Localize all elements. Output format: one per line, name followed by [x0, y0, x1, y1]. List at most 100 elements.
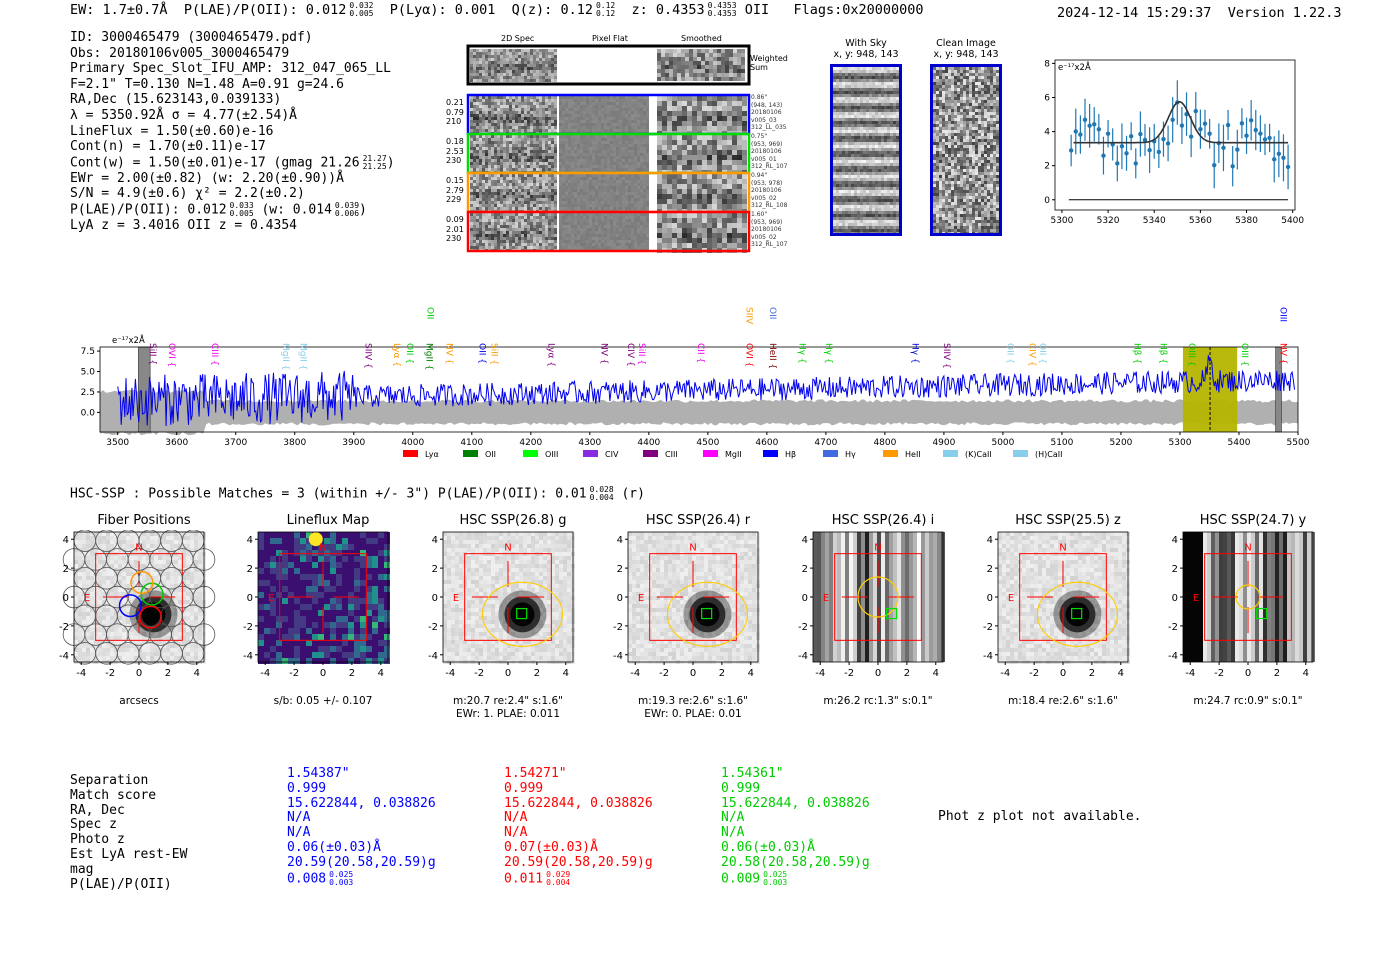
panel-ytick: -2: [983, 622, 993, 633]
cutout-l2: 2.79: [446, 185, 464, 195]
panel-xtick: 0: [875, 668, 881, 679]
sum-label: Sum: [750, 63, 768, 72]
cutout-r1: 0.75": [751, 133, 768, 140]
east-marker: E: [823, 593, 829, 604]
info-contw-lo: 21.25: [362, 161, 387, 171]
cutout-l3: 230: [446, 234, 462, 243]
zoom-xtick: 5340: [1143, 216, 1166, 226]
legend-label: Lyα: [425, 450, 439, 459]
m2-plae-lo: 0.004: [546, 877, 571, 887]
spec-ytick: 7.5: [81, 347, 95, 357]
m2-plae-val: 0.011: [504, 871, 544, 887]
line-label: OVI {: [743, 343, 753, 367]
cutout-r3: 20180106: [751, 187, 782, 194]
panel-title: HSC SSP(24.7) y: [1199, 513, 1307, 528]
cutout-row-right-label: 0.75" (953, 969) 20180106 v005_01 312_RL_107: [751, 133, 787, 171]
panel-caption: m:24.7 rc:0.9" s:0.1": [1183, 695, 1313, 708]
zoom-point: [1147, 147, 1152, 153]
label-radec: RA, Dec: [70, 802, 125, 818]
clean-image-xy: x, y: 948, 143: [933, 49, 999, 60]
spec-xtick: 5300: [1169, 438, 1192, 448]
hsc-summary-lo: 0.004: [589, 493, 614, 502]
spec-xtick: 4800: [873, 438, 896, 448]
line-label: SIIV: [743, 307, 753, 325]
header-meta: 2024-12-14 15:29:37 Version 1.22.3: [1057, 5, 1342, 21]
panel-xtick: -4: [76, 668, 86, 679]
header-version: Version 1.22.3: [1227, 5, 1342, 21]
north-marker: N: [504, 542, 511, 553]
line-label: OII {: [1037, 343, 1047, 364]
zoom-point: [1244, 133, 1249, 138]
panel-xtick: 4: [1118, 668, 1124, 679]
spec-xtick: 5500: [1287, 438, 1310, 448]
info-plae: P(LAE)/P(OII): 0.012 0.033 0.005 (w: 0.014…: [70, 202, 395, 218]
zoom-point: [1115, 161, 1120, 166]
spec-xtick: 4100: [460, 438, 483, 448]
panel-xtick: 4: [563, 668, 569, 679]
panel-ytick: 0: [1172, 593, 1178, 604]
legend-label: OIII: [545, 450, 558, 459]
panel-xtick: 2: [165, 668, 171, 679]
m3-plae: 0.009 0.025 0.003: [721, 870, 870, 887]
legend-swatch: [703, 450, 718, 457]
spec-xtick: 3800: [283, 438, 306, 448]
line-label: Lyα {: [546, 343, 556, 367]
zoom-point: [1082, 117, 1088, 122]
line-label: Hβ {: [1158, 343, 1168, 364]
zoom-point: [1239, 121, 1245, 126]
panel-xtick: -2: [1214, 668, 1224, 679]
panel-caption: arcsecs: [74, 695, 204, 708]
panel-caption-line1: m:18.4 re:2.6" s:1.6": [1008, 695, 1118, 707]
panel-xtick: 2: [904, 668, 910, 679]
zoom-point: [1170, 117, 1175, 122]
zoom-point: [1142, 137, 1148, 143]
cutout-r1: 0.94": [751, 172, 768, 179]
cutout-l2: 0.79: [446, 107, 464, 117]
east-marker: E: [638, 593, 644, 604]
legend-swatch: [943, 450, 958, 457]
line-label: HeII {: [767, 343, 777, 369]
cutout-row-left-label: 0.15 2.79 229: [446, 176, 464, 205]
info-plae-w-hi: 0.039: [334, 201, 360, 211]
panel-xtick: -2: [474, 668, 484, 679]
cutout-r4: v005_02: [751, 233, 777, 241]
legend-swatch: [643, 450, 658, 457]
photz-note: Phot z plot not available.: [938, 809, 1142, 824]
header-z-lo: 0.4353: [707, 9, 737, 18]
spec-xtick: 4000: [401, 438, 424, 448]
zoom-point: [1202, 121, 1208, 126]
panel-ytick: 0: [617, 593, 623, 604]
panel-title: HSC SSP(26.4) r: [645, 513, 751, 528]
cutout-l3: 229: [446, 195, 462, 204]
spec-xtick: 5400: [1228, 438, 1251, 448]
cutout-grid: [466, 44, 751, 253]
col-2d-spec: 2D Spec: [501, 34, 535, 43]
panel-ytick: -2: [59, 622, 69, 633]
panel-caption-line1: s/b: 0.05 +/- 0.107: [273, 695, 373, 707]
zoom-point: [1133, 161, 1138, 166]
zoom-point: [1267, 135, 1272, 141]
cutout-r3: 20180106: [751, 148, 782, 155]
cutout-r5: 312_RL_108: [751, 202, 788, 209]
zoom-xtick: 5380: [1235, 216, 1258, 226]
m1-photz: N/A: [287, 825, 311, 841]
m2-plae: 0.011 0.029 0.004: [504, 870, 653, 887]
info-primary: Primary Spec_Slot_IFU_AMP: 312_047_065_L…: [70, 61, 391, 77]
hsc-summary-hi: 0.028: [589, 485, 614, 494]
panel-xtick: -2: [659, 668, 669, 679]
legend-swatch: [403, 450, 418, 457]
cutout-r4: v005_02: [751, 194, 777, 202]
line-label: SiII {: [636, 343, 646, 365]
panel-caption-line1: m:24.7 rc:0.9" s:0.1": [1193, 695, 1303, 707]
info-fit: F=2.1" T=0.130 N=1.48 A=0.91 g=24.6: [70, 76, 344, 92]
m3-specz: N/A: [721, 810, 745, 826]
panel-ytick: -4: [428, 651, 438, 662]
panel-ytick: -2: [613, 622, 623, 633]
zoom-point: [1281, 155, 1286, 161]
spec-xtick: 4600: [755, 438, 778, 448]
header-plae-hi: 0.032: [349, 1, 374, 10]
hsc-summary-end: (r): [621, 486, 645, 502]
panel-ytick: 0: [802, 593, 808, 604]
line-label: CII {: [695, 343, 705, 363]
m1-plae-lo: 0.003: [329, 877, 354, 887]
